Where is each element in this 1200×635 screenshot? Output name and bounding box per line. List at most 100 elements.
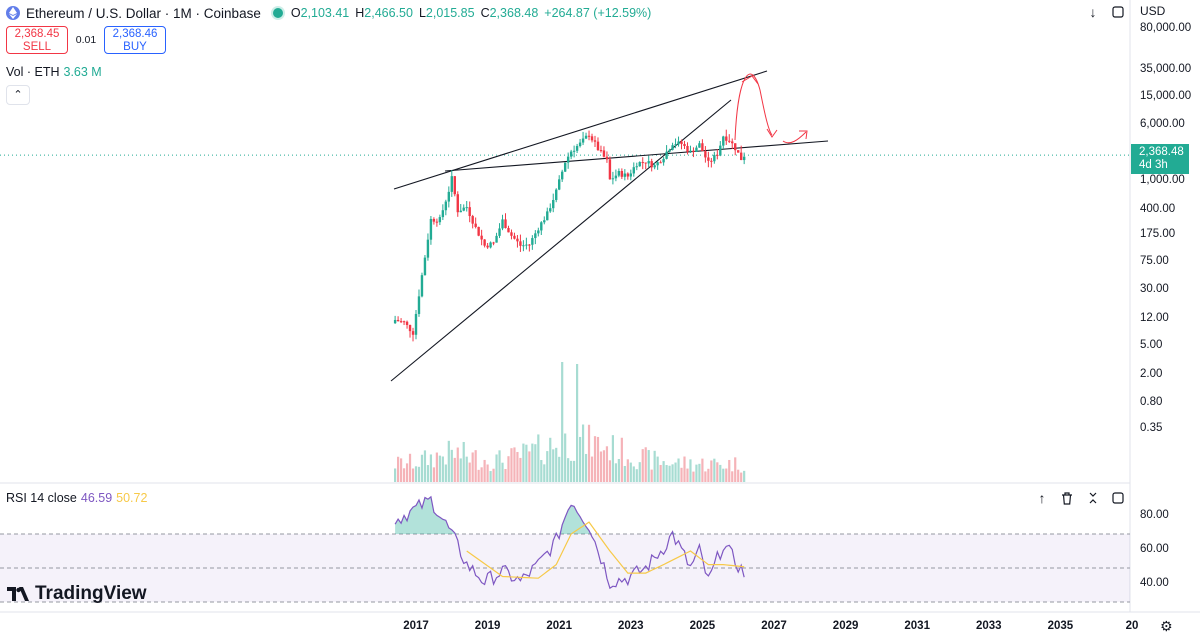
volume-bar: [596, 436, 600, 482]
volume-bar: [605, 446, 609, 482]
fullscreen-icon[interactable]: [1107, 1, 1129, 23]
symbol-title[interactable]: Ethereum / U.S. Dollar · 1M · Coinbase: [26, 5, 261, 21]
candle-body: [549, 208, 552, 212]
currency-label[interactable]: USD: [1140, 4, 1166, 18]
volume-bar: [399, 458, 403, 482]
candle-body: [629, 173, 632, 177]
volume-bar: [743, 470, 746, 482]
trash-icon[interactable]: [1056, 487, 1078, 509]
candle-body: [498, 228, 501, 236]
candle-body: [420, 275, 424, 297]
volume-bar: [647, 450, 650, 482]
last-price-value: 2,368.48: [1139, 146, 1184, 158]
volume-bar: [689, 459, 692, 482]
candle-body: [641, 162, 644, 164]
volume-bar: [677, 458, 680, 482]
volume-bar: [558, 456, 561, 482]
candle-body: [492, 242, 495, 244]
tradingview-logo[interactable]: TradingView: [7, 583, 147, 605]
candle-body: [665, 151, 668, 159]
arrowhead: [799, 130, 808, 140]
volume-bar: [584, 453, 588, 482]
volume-bar: [417, 466, 421, 482]
gear-icon[interactable]: ⚙: [1160, 618, 1173, 634]
volume-bar: [686, 468, 689, 482]
candle-body: [531, 238, 534, 245]
volume-legend[interactable]: Vol · ETH 3.63 M: [6, 65, 102, 79]
chevron-up-icon[interactable]: ⌃: [6, 85, 30, 105]
sell-button[interactable]: 2,368.45 SELL: [6, 26, 68, 54]
volume-bar: [623, 465, 626, 482]
ohlc-key: O: [290, 6, 301, 20]
buy-button[interactable]: 2,368.46 BUY: [104, 26, 166, 54]
candle-body: [608, 159, 612, 180]
volume-bar: [462, 441, 465, 482]
maximize-icon[interactable]: [1107, 487, 1129, 509]
candle-body: [453, 176, 456, 195]
candle-body: [668, 149, 671, 152]
volume-bar: [492, 468, 495, 482]
candle-body: [725, 136, 728, 141]
candle-body: [701, 143, 704, 152]
volume-bar: [519, 457, 522, 482]
candle-body: [680, 141, 683, 145]
candle-body: [486, 245, 489, 248]
candle-body: [602, 150, 606, 157]
candle-body: [614, 175, 618, 179]
rsi-ma-line: [466, 521, 745, 579]
volume-bar: [731, 471, 734, 482]
volume-bar: [405, 463, 409, 482]
volume-bar: [573, 460, 576, 482]
candle-body: [483, 239, 486, 246]
trade-panel: 2,368.45 SELL 0.01 2,368.46 BUY: [6, 26, 166, 54]
volume-bar: [426, 465, 430, 482]
collapse-icon[interactable]: [1082, 487, 1104, 509]
candle-body: [563, 162, 567, 172]
market-status-dot: [272, 8, 283, 18]
volume-bar: [516, 451, 519, 482]
volume-bar: [567, 458, 570, 482]
volume-bar: [528, 451, 531, 482]
candle-body: [405, 321, 409, 325]
projection-curve: [734, 73, 773, 141]
candle-body: [546, 211, 549, 221]
arrowhead: [741, 75, 759, 85]
y-tick-label: 35,000.00: [1140, 63, 1192, 76]
volume-bar: [626, 459, 629, 482]
volume-bar: [498, 450, 501, 482]
candle-body: [647, 161, 650, 164]
grid-lines: [0, 0, 1200, 613]
volume-bar: [444, 464, 447, 482]
volume-bar: [483, 459, 486, 482]
ohlc-key: H: [355, 6, 365, 20]
arrow-up-icon[interactable]: ↑: [1038, 490, 1046, 506]
candle-body: [566, 156, 570, 163]
candle-body: [543, 220, 546, 223]
volume-label: Vol · ETH: [6, 65, 60, 79]
y-tick-label: 75.00: [1140, 254, 1169, 267]
volume-bar: [576, 364, 579, 482]
volume-bar: [608, 460, 612, 482]
rsi-legend[interactable]: RSI 14 close 46.59 50.72: [6, 491, 147, 505]
volume-bar: [632, 466, 635, 482]
volume-bar: [617, 458, 620, 482]
volume-bar: [570, 460, 573, 482]
volume-bar: [671, 464, 674, 482]
volume-bar: [501, 462, 504, 482]
volume-bar: [450, 449, 453, 482]
candle-body: [525, 244, 528, 246]
volume-bar: [668, 465, 671, 482]
volume-bar: [650, 469, 653, 482]
candle-body: [552, 199, 555, 209]
volume-bar: [734, 457, 737, 482]
trendline: [390, 99, 732, 382]
candle-body: [734, 143, 737, 151]
price-change: +264.87 (+12.59%): [544, 6, 652, 20]
volume-bar: [701, 458, 704, 482]
arrow-down-icon[interactable]: ↓: [1089, 4, 1097, 20]
y-tick-label: 30.00: [1140, 283, 1169, 296]
symbol-header[interactable]: Ethereum / U.S. Dollar · 1M · Coinbase O…: [6, 4, 651, 22]
volume-bar: [420, 454, 424, 482]
candle-body: [599, 150, 603, 152]
